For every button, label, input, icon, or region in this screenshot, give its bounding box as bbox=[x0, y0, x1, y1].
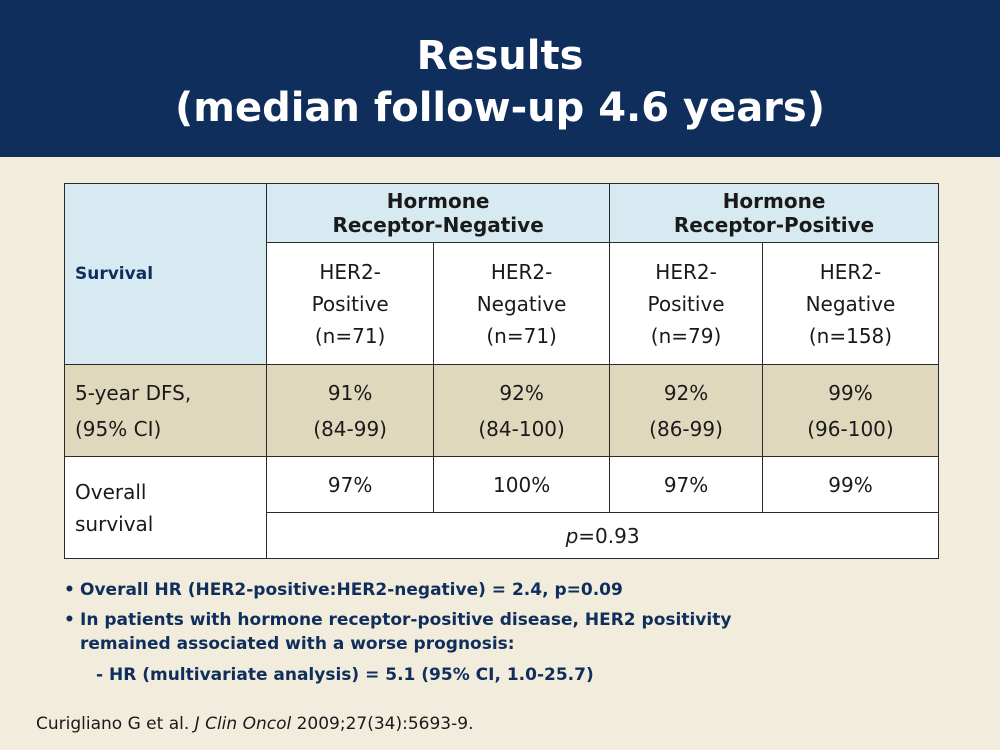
table-row-os: Overall survival 97% 100% 97% 99% bbox=[63, 456, 940, 559]
table-row-p-value: p=0.93 bbox=[65, 512, 939, 559]
bullet-marker: • bbox=[64, 580, 75, 600]
subgroup-header: HER2- Negative (n=158) bbox=[761, 242, 940, 365]
group-header-line: Receptor-Negative bbox=[332, 213, 544, 237]
dfs-cell: 92% (84-100) bbox=[433, 364, 611, 457]
title-line-1: Results bbox=[416, 33, 584, 79]
row-label-dfs: 5-year DFS, (95% CI) bbox=[63, 364, 268, 457]
os-cell: 100% bbox=[433, 456, 611, 513]
bullet-item: • In patients with hormone receptor-posi… bbox=[64, 610, 732, 654]
bullet-marker: • bbox=[64, 610, 75, 630]
dfs-cell: 91% (84-99) bbox=[266, 364, 435, 457]
group-header-line: Receptor-Positive bbox=[673, 213, 875, 237]
subgroup-header: HER2- Negative (n=71) bbox=[433, 242, 611, 365]
group-header-hr-positive: Hormone Receptor-Positive bbox=[609, 183, 939, 243]
group-header-hr-negative: Hormone Receptor-Negative bbox=[266, 183, 611, 243]
title-line-2: (median follow-up 4.6 years) bbox=[175, 85, 825, 131]
bullet-item: • Overall HR (HER2-positive:HER2-negativ… bbox=[64, 580, 623, 600]
group-header-line: Hormone bbox=[722, 189, 826, 213]
citation: Curigliano G et al. J Clin Oncol 2009;27… bbox=[36, 714, 474, 734]
dfs-cell: 99% (96-100) bbox=[761, 364, 940, 457]
slide-title: Results (median follow-up 4.6 years) bbox=[0, 0, 1000, 157]
os-cell: 97% bbox=[609, 456, 763, 513]
row-label-os: Overall survival bbox=[63, 456, 268, 559]
subgroup-header: HER2- Positive (n=79) bbox=[609, 242, 763, 365]
os-cell: 97% bbox=[266, 456, 435, 513]
bullet-list: • Overall HR (HER2-positive:HER2-negativ… bbox=[64, 578, 944, 687]
subgroup-header: HER2- Positive (n=71) bbox=[266, 242, 435, 365]
dfs-cell: 92% (86-99) bbox=[609, 364, 763, 457]
results-table: Survival Hormone Receptor-Negative Hormo… bbox=[63, 183, 940, 559]
group-header-line: Hormone bbox=[386, 189, 490, 213]
p-value-cell: p=0.93 bbox=[266, 512, 939, 559]
table-row-dfs: 5-year DFS, (95% CI) 91% (84-99) 92% (84-10… bbox=[63, 364, 940, 457]
os-cell: 99% bbox=[761, 456, 940, 513]
survival-header: Survival bbox=[63, 183, 268, 365]
sub-bullet-item: - HR (multivariate analysis) = 5.1 (95% … bbox=[96, 665, 594, 685]
